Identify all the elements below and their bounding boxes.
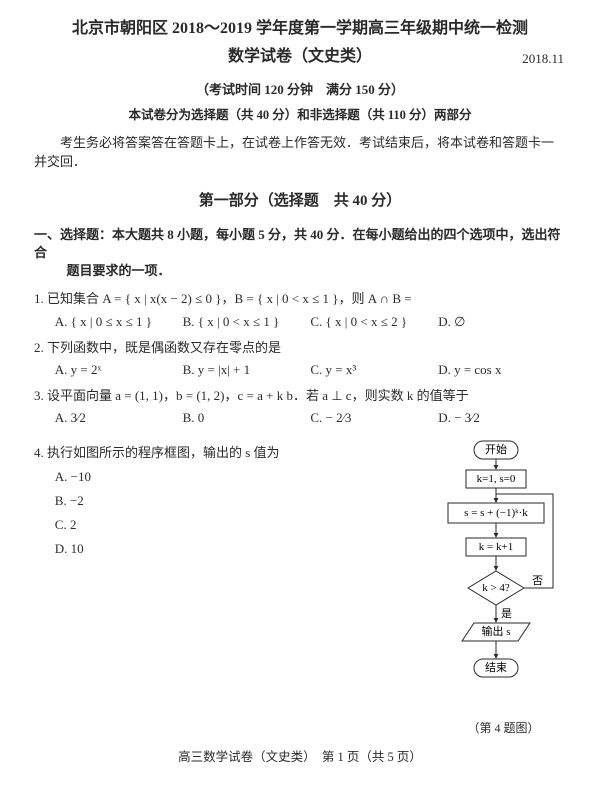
q1-opt-d: D. ∅: [438, 313, 566, 331]
page-footer: 高三数学试卷（文史类） 第 1 页（共 5 页）: [34, 749, 566, 767]
section-intro: 一、选择题：本大题共 8 小题，每小题 5 分，共 40 分．在每小题给出的四个…: [34, 226, 566, 281]
svg-text:k=1, s=0: k=1, s=0: [477, 473, 516, 485]
exam-intro-1: 考生务必将答案答在答题卡上，在试卷上作答无效．考试结束后，将本试卷和答题卡一: [34, 134, 566, 152]
q2-stem: 2. 下列函数中，既是偶函数又存在零点的是: [34, 339, 566, 357]
section-intro-l1: 一、选择题：本大题共 8 小题，每小题 5 分，共 40 分．在每小题给出的四个…: [34, 227, 561, 260]
q4-caption: （第 4 题图）: [441, 720, 566, 737]
q1-options: A. { x | 0 ≤ x ≤ 1 } B. { x | 0 < x ≤ 1 …: [55, 313, 566, 331]
exam-intro-2: 并交回．: [34, 153, 566, 171]
q4-options: A. −10 B. −2 C. 2 D. 10: [55, 468, 441, 559]
q3-options: A. 3⁄2 B. 0 C. − 2⁄3 D. − 3⁄2: [55, 409, 566, 427]
q2-options: A. y = 2ˣ B. y = |x| + 1 C. y = x³ D. y …: [55, 361, 566, 379]
section-intro-l2: 题目要求的一项．: [34, 262, 566, 280]
q4-flowchart: 开始 k=1, s=0 s = s + (−1)ᵏ·k k = k+1 k > 4? 否是…: [441, 436, 566, 737]
exam-subtitle: 数学试卷（文史类）: [34, 46, 566, 68]
q2-opt-b: B. y = |x| + 1: [183, 361, 311, 379]
q4-opt-c: C. 2: [55, 516, 441, 534]
svg-text:k = k+1: k = k+1: [479, 541, 513, 553]
svg-text:开始: 开始: [485, 442, 507, 456]
exam-date: 2018.11: [522, 50, 564, 68]
svg-text:否: 否: [532, 575, 543, 587]
exam-title: 北京市朝阳区 2018～2019 学年度第一学期高三年级期中统一检测: [34, 18, 566, 40]
q2-opt-d: D. y = cos x: [438, 361, 566, 379]
q4-opt-a: A. −10: [55, 468, 441, 486]
q1-opt-a: A. { x | 0 ≤ x ≤ 1 }: [55, 313, 183, 331]
exam-split: 本试卷分为选择题（共 40 分）和非选择题（共 110 分）两部分: [34, 107, 566, 125]
q2-opt-a: A. y = 2ˣ: [55, 361, 183, 379]
q4-opt-d: D. 10: [55, 540, 441, 558]
q1-stem: 1. 已知集合 A = { x | x(x − 2) ≤ 0 }，B = { x…: [34, 290, 566, 308]
svg-text:是: 是: [501, 607, 512, 620]
q3-opt-a: A. 3⁄2: [55, 409, 183, 427]
svg-text:k > 4?: k > 4?: [482, 582, 510, 594]
q4-opt-b: B. −2: [55, 492, 441, 510]
q3-opt-b: B. 0: [183, 409, 311, 427]
part-title: 第一部分（选择题 共 40 分）: [34, 191, 566, 212]
svg-text:s = s + (−1)ᵏ·k: s = s + (−1)ᵏ·k: [464, 507, 528, 519]
svg-text:结束: 结束: [485, 661, 507, 674]
q3-opt-d: D. − 3⁄2: [438, 409, 566, 427]
q2-opt-c: C. y = x³: [310, 361, 438, 379]
q1-opt-b: B. { x | 0 < x ≤ 1 }: [183, 313, 311, 331]
q4-stem: 4. 执行如图所示的程序框图，输出的 s 值为: [34, 444, 441, 462]
svg-text:输出 s: 输出 s: [481, 624, 510, 638]
exam-time: （考试时间 120 分钟 满分 150 分）: [34, 81, 566, 99]
q3-opt-c: C. − 2⁄3: [310, 409, 438, 427]
q1-opt-c: C. { x | 0 < x ≤ 2 }: [310, 313, 438, 331]
q3-stem: 3. 设平面向量 a = (1, 1)，b = (1, 2)，c = a + k…: [34, 387, 566, 405]
